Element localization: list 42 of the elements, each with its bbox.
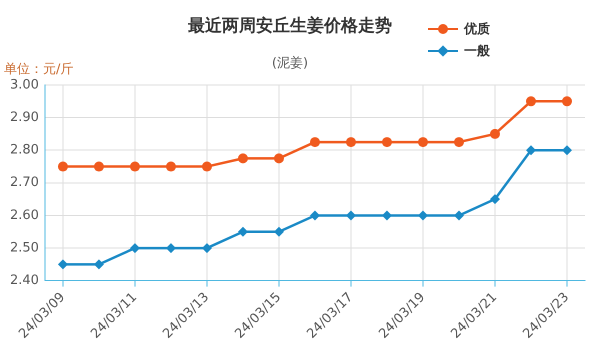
- point: [94, 162, 104, 172]
- y-tick-label: 3.00: [10, 77, 39, 92]
- y-axis-title: 单位：元/斤: [4, 61, 74, 78]
- legend-label: 一般: [464, 43, 490, 60]
- point: [454, 210, 464, 220]
- point: [238, 153, 248, 164]
- point: [562, 145, 572, 156]
- y-tick-label: 2.80: [10, 142, 39, 158]
- point: [490, 128, 500, 139]
- point: [346, 210, 356, 220]
- point: [526, 145, 536, 156]
- chart-title: 最近两周安丘生姜价格走势: [187, 14, 393, 37]
- point: [130, 243, 140, 254]
- point: [526, 96, 536, 106]
- y-tick-label: 2.60: [10, 208, 39, 223]
- point: [274, 226, 284, 237]
- point: [418, 137, 428, 148]
- y-tick-label: 2.90: [10, 110, 39, 125]
- point: [58, 162, 68, 172]
- y-tick-label: 2.40: [10, 273, 39, 288]
- point: [382, 137, 392, 148]
- point: [310, 210, 320, 220]
- point: [382, 210, 392, 220]
- legend-label: 优质: [464, 21, 490, 38]
- chart-subtitle: (泥姜): [270, 54, 310, 72]
- point: [130, 162, 140, 172]
- point: [238, 226, 248, 237]
- y-tick-label: 2.50: [10, 240, 39, 256]
- point: [274, 153, 284, 164]
- point: [346, 137, 356, 148]
- y-tick-label: 2.70: [10, 175, 39, 190]
- point: [562, 96, 572, 106]
- point: [454, 137, 464, 148]
- point: [202, 162, 212, 172]
- point: [166, 243, 176, 254]
- point: [202, 243, 212, 254]
- point: [94, 259, 104, 270]
- point: [166, 162, 176, 172]
- point: [58, 259, 68, 270]
- point: [310, 137, 320, 148]
- point: [490, 194, 500, 204]
- point: [418, 210, 428, 220]
